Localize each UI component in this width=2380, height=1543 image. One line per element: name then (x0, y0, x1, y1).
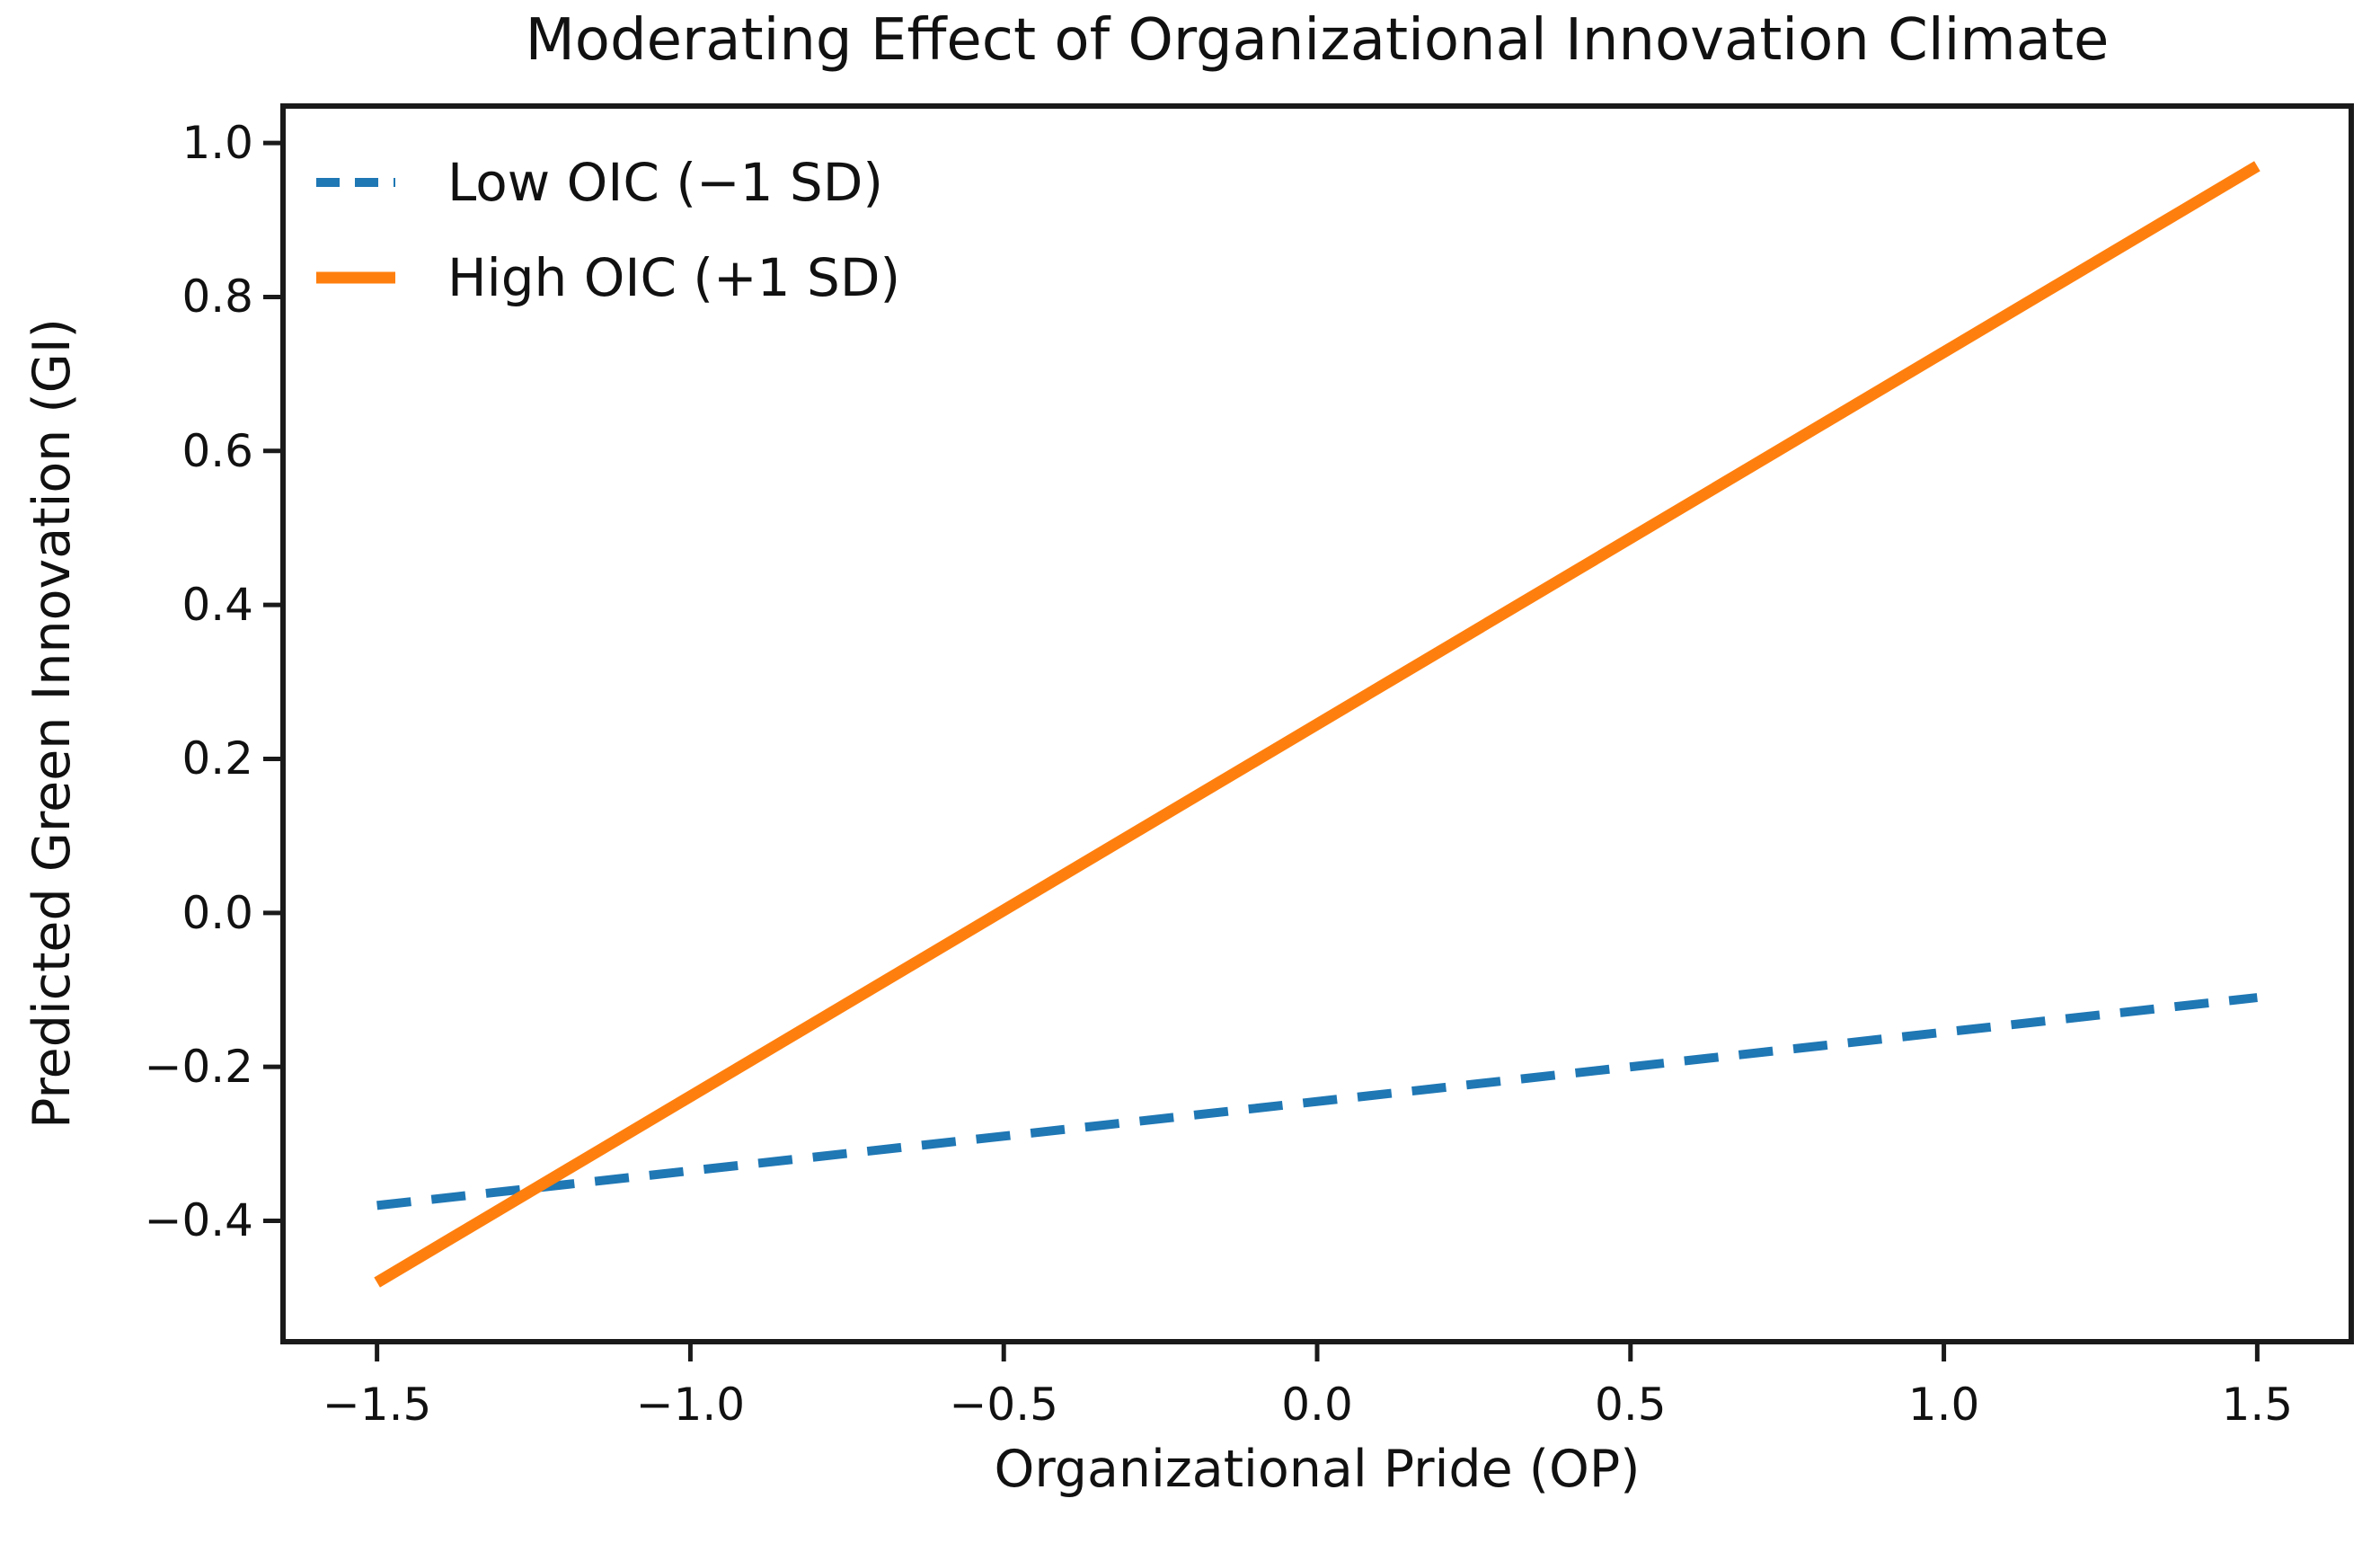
y-tick-label: 0.0 (181, 886, 253, 939)
x-tick-label: 0.5 (1595, 1379, 1667, 1431)
plot-area (263, 103, 2354, 1361)
x-tick-label: −0.5 (949, 1379, 1058, 1431)
y-tick-label: −0.4 (144, 1194, 253, 1247)
x-tick-label: −1.5 (322, 1379, 432, 1431)
series-line-0 (376, 993, 2258, 1210)
x-tick-label: −1.0 (635, 1379, 746, 1431)
dashed-line-swatch (316, 178, 395, 187)
y-tick-label: 0.4 (181, 579, 253, 632)
legend-item-high-oic: High OIC (+1 SD) (314, 230, 900, 325)
x-tick-label: 0.0 (1281, 1379, 1353, 1431)
legend-label-low-oic: Low OIC (−1 SD) (447, 152, 884, 213)
x-tick-label: 1.5 (2221, 1379, 2294, 1431)
x-tick-label: 1.0 (1907, 1379, 1980, 1431)
y-tick-label: 0.6 (181, 424, 253, 477)
x-axis-label: Organizational Pride (OP) (994, 1440, 1641, 1499)
y-tick-label: −0.2 (144, 1041, 253, 1094)
series-line-1 (374, 161, 2261, 1288)
y-tick-label: 1.0 (181, 117, 253, 170)
legend: Low OIC (−1 SD) High OIC (+1 SD) (314, 135, 900, 325)
solid-line-swatch (316, 271, 395, 284)
y-tick-label: 0.2 (181, 732, 253, 785)
chart-title: Moderating Effect of Organizational Inno… (525, 7, 2110, 74)
legend-label-high-oic: High OIC (+1 SD) (447, 247, 901, 308)
legend-item-low-oic: Low OIC (−1 SD) (314, 135, 900, 230)
y-tick-label: 0.8 (181, 270, 253, 324)
